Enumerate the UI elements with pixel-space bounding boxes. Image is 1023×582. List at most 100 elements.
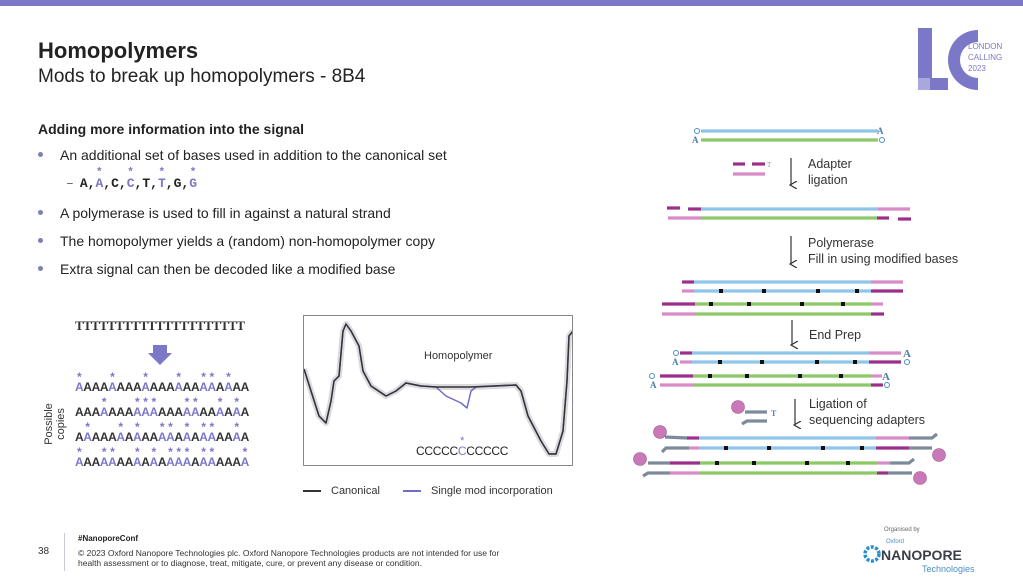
- modified-base: A: [183, 455, 192, 469]
- base: A: [99, 430, 109, 444]
- modified-base: A: [241, 455, 250, 469]
- base-set: –A,A,C,C,T,T,G,G: [66, 176, 197, 191]
- base: C: [483, 444, 492, 458]
- a-overhang: A: [877, 126, 884, 136]
- legend-swatch: [403, 490, 421, 493]
- modified-base-markers: [708, 289, 864, 465]
- logo-line1: LONDON: [968, 42, 1002, 51]
- modified-base: A: [166, 455, 175, 469]
- modified-base: T: [158, 176, 166, 191]
- modified-base: A: [116, 430, 125, 444]
- step-label-line: Polymerase: [808, 236, 874, 250]
- possible-copy: AAAAAAAAAAAAAAAAAAAAA: [75, 455, 249, 469]
- base: A: [215, 380, 225, 394]
- base: A: [83, 455, 92, 469]
- base: A: [99, 380, 109, 394]
- separator: ,: [87, 176, 96, 191]
- step-label-end-prep: End Prep: [809, 327, 861, 343]
- base: A: [79, 176, 88, 191]
- base: A: [240, 405, 250, 419]
- base: A: [224, 455, 233, 469]
- modified-base: A: [100, 455, 109, 469]
- base: C: [499, 444, 509, 458]
- base: G: [173, 176, 182, 191]
- modified-base: A: [208, 430, 217, 444]
- base: A: [190, 430, 200, 444]
- base: A: [224, 430, 233, 444]
- modified-base: A: [216, 405, 225, 419]
- hashtag: #NanoporeConf: [78, 534, 138, 543]
- modified-base: A: [141, 380, 150, 394]
- bullet-dot: [38, 237, 43, 243]
- modified-base: A: [141, 405, 150, 419]
- slide-title: Homopolymers: [38, 38, 199, 63]
- modified-base: A: [183, 430, 192, 444]
- footer-divider: [64, 533, 65, 571]
- base: A: [83, 380, 92, 394]
- step-arrows: [791, 158, 795, 425]
- base: C: [111, 176, 119, 191]
- modified-base: A: [199, 455, 208, 469]
- base: A: [141, 455, 150, 469]
- base: A: [91, 405, 101, 419]
- modified-base: A: [133, 455, 142, 469]
- logo-line2: CALLING: [968, 53, 1002, 62]
- modified-base: A: [174, 455, 183, 469]
- base: A: [124, 455, 134, 469]
- modified-base: A: [158, 430, 167, 444]
- separator: ,: [134, 176, 143, 191]
- base: A: [166, 380, 175, 394]
- logo-nanopore: NANOPORE: [881, 547, 962, 563]
- base: A: [232, 455, 241, 469]
- base: A: [149, 430, 159, 444]
- section-heading: Adding more information into the signal: [38, 121, 304, 137]
- modified-base: A: [133, 430, 142, 444]
- base: A: [157, 380, 167, 394]
- step-label-line: sequencing adapters: [809, 413, 926, 427]
- signal-plot: Homopolymer CCCCCCCCCCC: [303, 315, 573, 466]
- legend-label: Single mod incorporation: [431, 485, 553, 497]
- legend-swatch: [303, 490, 321, 493]
- modified-base: A: [100, 405, 109, 419]
- slide-subtitle: Mods to break up homopolymers - 8B4: [38, 66, 366, 87]
- a-overhang: A: [882, 371, 890, 383]
- base: A: [232, 380, 241, 394]
- base: A: [182, 380, 192, 394]
- base: A: [124, 405, 134, 419]
- t-overhang: T: [771, 409, 777, 418]
- bullet-item: An additional set of bases used in addit…: [38, 147, 447, 163]
- top-accent-bar: [0, 0, 1023, 6]
- logo-technologies: Technologies: [922, 564, 975, 574]
- a-overhang: A: [692, 135, 699, 145]
- separator: ,: [150, 176, 158, 191]
- base: A: [166, 405, 175, 419]
- logo-line3: 2023: [968, 64, 986, 73]
- base: A: [108, 405, 117, 419]
- base: A: [199, 405, 208, 419]
- homopolymer-sequence: CCCCCCCCCCC: [416, 444, 508, 458]
- step-label-line: Adapter: [808, 157, 852, 171]
- base: A: [240, 430, 250, 444]
- base: A: [190, 380, 200, 394]
- modified-base: A: [232, 405, 241, 419]
- base: A: [124, 430, 134, 444]
- base: A: [141, 430, 150, 444]
- base: A: [116, 455, 125, 469]
- step-label-line: End Prep: [809, 328, 862, 342]
- bullet-item: Extra signal can then be decoded like a …: [38, 261, 395, 277]
- legend-label: Canonical: [331, 485, 380, 497]
- step-label-line: ligation: [808, 173, 848, 187]
- bullet-dot: [38, 265, 43, 271]
- base: A: [75, 405, 84, 419]
- london-calling-logo: LONDON CALLING 2023: [918, 28, 1002, 90]
- modified-base: A: [191, 405, 200, 419]
- modified-base: C: [127, 176, 135, 191]
- step-label-adapter-ligation: Adapter ligation: [808, 156, 852, 188]
- bullet-dot: [38, 209, 43, 215]
- canonical-trace: [304, 323, 572, 455]
- modified-base: A: [174, 380, 183, 394]
- possible-copy: AAAAAAAAAAAAAAAAAAAAA: [75, 380, 249, 394]
- modified-base: A: [150, 455, 159, 469]
- dash: –: [66, 176, 74, 191]
- legend-item-canonical: Canonical: [303, 485, 380, 497]
